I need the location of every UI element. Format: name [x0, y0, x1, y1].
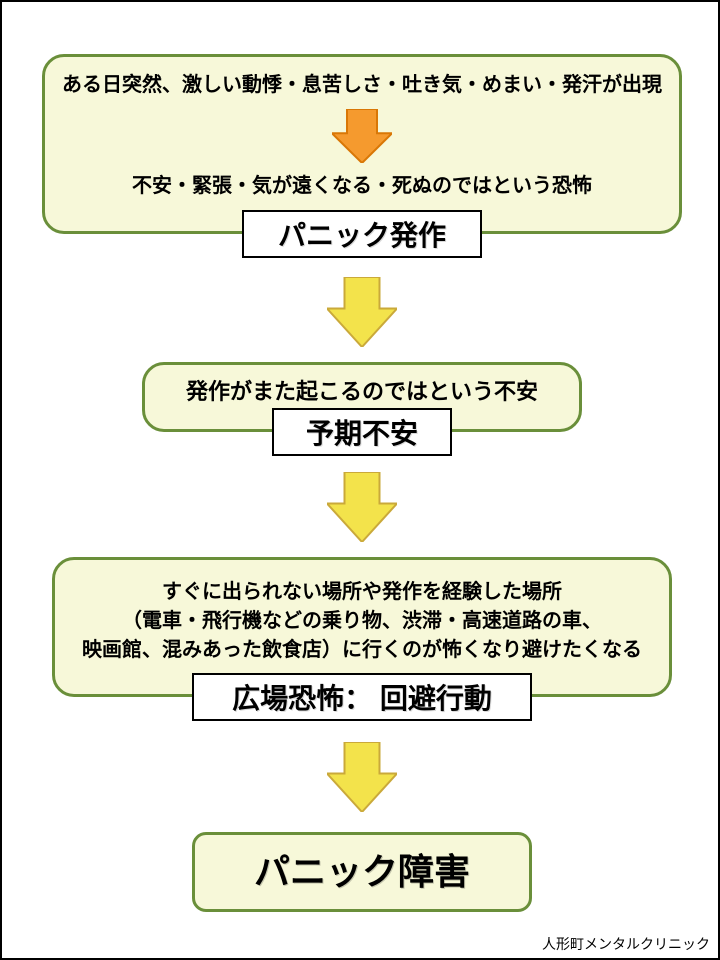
panel-panic-disorder: パニック障害 [192, 832, 532, 912]
arrow-down-icon [327, 742, 397, 812]
label-agoraphobia: 広場恐怖： 回避行動 [192, 673, 532, 721]
label3-text: 広場恐怖： 回避行動 [232, 677, 492, 717]
diagram-canvas: ある日突然、激しい動悸・息苦しさ・吐き気・めまい・発汗が出現 不安・緊張・気が遠… [2, 2, 718, 958]
panel3-line2: （電車・飛行機などの乗り物、渋滞・高速道路の車、 [122, 607, 602, 636]
arrow-down-icon [327, 472, 397, 542]
final-label: パニック障害 [254, 846, 470, 898]
label2-text: 予期不安 [306, 412, 418, 452]
panel3-line3: 映画館、混みあった飲食店）に行くのが怖くなり避けたくなる [82, 636, 642, 665]
label1-text: パニック発作 [278, 214, 446, 254]
panel3-line1: すぐに出られない場所や発作を経験した場所 [162, 578, 562, 607]
panel2-line1: 発作がまた起こるのではという不安 [186, 376, 538, 408]
arrow-down-icon [332, 109, 392, 163]
panel1-line1: ある日突然、激しい動悸・息苦しさ・吐き気・めまい・発汗が出現 [62, 71, 662, 100]
label-anticipatory-anxiety: 予期不安 [272, 408, 452, 456]
label-panic-attack: パニック発作 [242, 210, 482, 258]
panel-panic-attack: ある日突然、激しい動悸・息苦しさ・吐き気・めまい・発汗が出現 不安・緊張・気が遠… [42, 54, 682, 234]
panel1-line2: 不安・緊張・気が遠くなる・死ぬのではという恐怖 [132, 172, 592, 201]
footer-credit: 人形町メンタルクリニック [542, 934, 710, 954]
arrow-down-icon [327, 277, 397, 347]
